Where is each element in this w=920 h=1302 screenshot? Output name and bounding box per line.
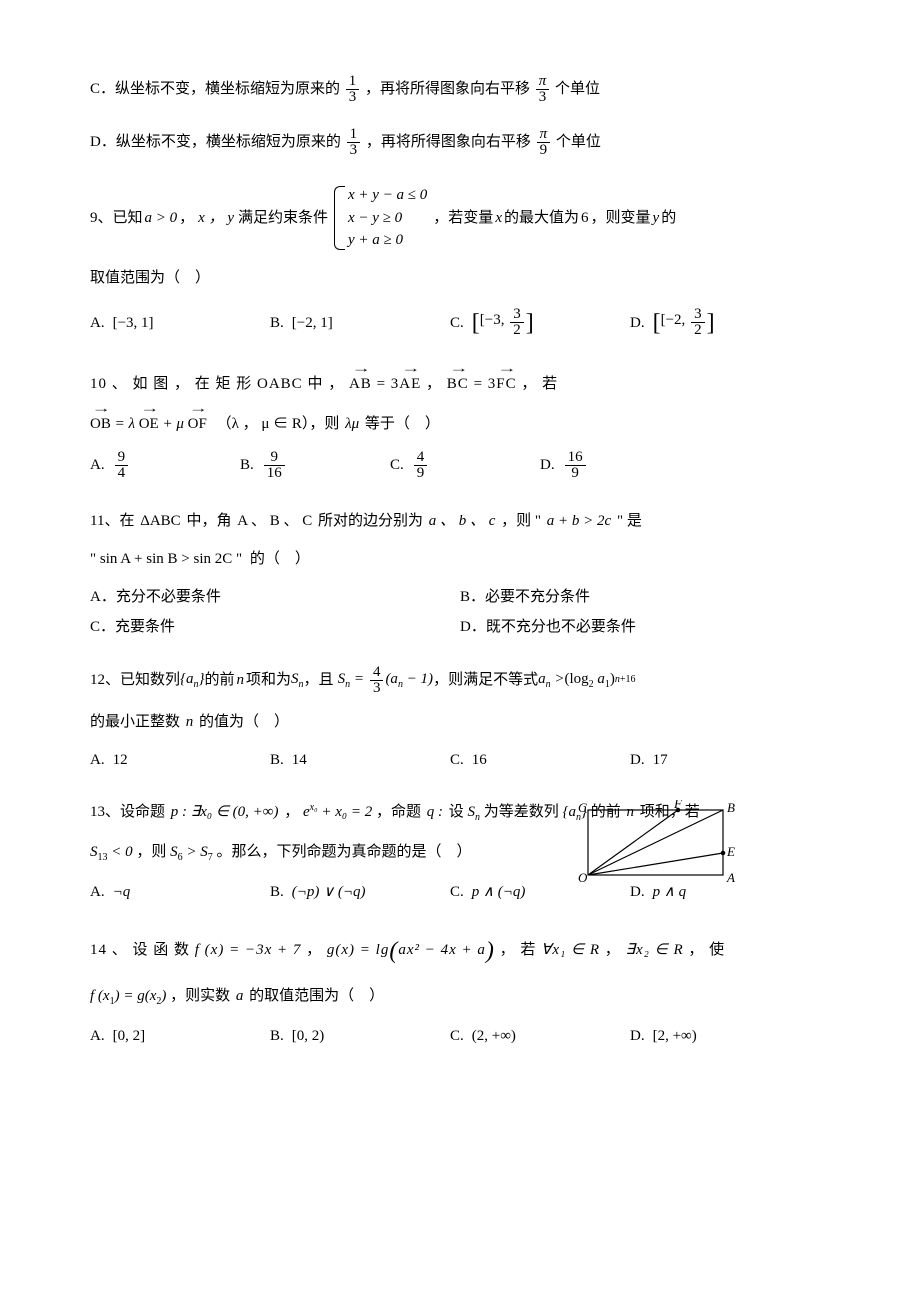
- q9-after4: 的: [661, 206, 676, 230]
- svg-text:C: C: [578, 800, 587, 815]
- q11-opt-c: C．充要条件: [90, 615, 460, 639]
- q8d-frac1: 13: [347, 127, 361, 158]
- q9-vars: x ， y: [198, 206, 234, 230]
- q10-opt-b: B.916: [240, 450, 380, 481]
- q11-opt-b: B．必要不充分条件: [460, 585, 830, 609]
- q8c-frac1: 13: [346, 74, 360, 105]
- q9-options: A.[−3, 1] B.[−2, 1] C. [[−3, 32] D. [[−2…: [90, 304, 830, 348]
- q9-sep1: ，: [179, 206, 194, 230]
- q10-wrapper: 10 、 如 图 ， 在 矩 形 OABC 中 ， AB = 33AEAE ， …: [90, 370, 830, 436]
- q10-opt-a: A.94: [90, 450, 230, 481]
- q13-opt-a: A.¬q: [90, 880, 260, 904]
- q10-vec-bc: BC: [447, 370, 469, 396]
- q9-after2: 的最大值为: [504, 206, 579, 230]
- q12-opt-b: B.14: [270, 748, 440, 772]
- q11-options: A．充分不必要条件 B．必要不充分条件 C．充要条件 D．既不充分也不必要条件: [90, 585, 830, 645]
- q9-x: x: [495, 206, 502, 230]
- q8d-mid: ，再将所得图象向右平移: [366, 134, 531, 150]
- q9-mid: 满足约束条件: [238, 206, 328, 230]
- q8-option-d: D．纵坐标不变，横坐标缩短为原来的 13 ，再将所得图象向右平移 π9 个单位: [90, 127, 830, 158]
- q12-opt-a: A.12: [90, 748, 260, 772]
- q9-opt-a: A.[−3, 1]: [90, 304, 260, 342]
- q9-six: 6: [581, 206, 589, 230]
- q12-stem-l2: 的最小正整数 n 的值为（ ）: [90, 710, 830, 734]
- q9-c1: x + y − a ≤ 0: [348, 184, 427, 207]
- svg-text:A: A: [726, 870, 735, 885]
- q14-options: A.[0, 2] B.[0, 2) C.(2, +∞) D.[2, +∞): [90, 1024, 830, 1054]
- q9-opt-d: D. [[−2, 32]: [630, 304, 800, 342]
- q14-stem-l2: f (x1) = g(x2) ，则实数 a 的取值范围为（ ）: [90, 984, 830, 1010]
- q10-vec-oe: OE: [139, 410, 159, 436]
- q8c-prefix: C．纵坐标不变，横坐标缩短为原来的: [90, 81, 340, 97]
- svg-text:F: F: [673, 800, 683, 811]
- q8-option-c: C．纵坐标不变，横坐标缩短为原来的 13 ，再将所得图象向右平移 π3 个单位: [90, 74, 830, 105]
- q10-vec-ab: AB: [349, 370, 372, 396]
- q9-a: a > 0: [145, 206, 178, 230]
- q13-opt-b: B.(¬p) ∨ (¬q): [270, 880, 440, 904]
- q8d-suffix: 个单位: [556, 134, 601, 150]
- q9-stem: 9、已知 a > 0 ， x ， y 满足约束条件 x + y − a ≤ 0 …: [90, 184, 830, 252]
- q14-opt-c: C.(2, +∞): [450, 1024, 620, 1048]
- q10-stem-l1: 10 、 如 图 ， 在 矩 形 OABC 中 ， AB = 33AEAE ， …: [90, 370, 830, 396]
- q9-after3: ，则变量: [591, 206, 651, 230]
- q9-pre: 9、已知: [90, 206, 143, 230]
- q11-opt-a: A．充分不必要条件: [90, 585, 460, 609]
- q10-vec-ob: OB: [90, 410, 111, 436]
- q14-opt-d: D.[2, +∞): [630, 1024, 800, 1048]
- q10-tail: 等于（ ）: [365, 416, 440, 432]
- q8c-mid: ，再将所得图象向右平移: [365, 81, 530, 97]
- svg-text:E: E: [726, 844, 735, 859]
- q12-stem-l1: 12、已知数列 {an} 的前 n 项和为 Sn ，且 Sn = 43 (an …: [90, 665, 830, 696]
- q11-opt-d: D．既不充分也不必要条件: [460, 615, 830, 639]
- q9-stem-line2: 取值范围为（ ）: [90, 266, 830, 290]
- q14-stem-l1: 14 、 设 函 数 f (x) = −3x + 7 ， g(x) = lg(a…: [90, 932, 830, 970]
- q10-options: A.94 B.916 C.49 D.169: [90, 450, 830, 487]
- q10-stem-l2: OB = λ OE + μ OF （λ ， μ ∈ R），则 λμ 等于（ ）: [90, 410, 830, 436]
- q8c-suffix: 个单位: [555, 81, 600, 97]
- q10-end1: ， 若: [521, 376, 558, 392]
- q8d-frac2: π9: [537, 127, 551, 158]
- q10-figure: O A B C E F: [573, 800, 738, 895]
- q11-stem-l1: 11、在 ΔABC 中，角 A 、 B 、 C 所对的边分别为 a 、 b 、 …: [90, 509, 830, 533]
- q14-opt-b: B.[0, 2): [270, 1024, 440, 1048]
- q9-c3: y + a ≥ 0: [348, 229, 427, 252]
- q10-opt-d: D.169: [540, 450, 680, 481]
- q10-opt-c: C.49: [390, 450, 530, 481]
- q10-pre: 10 、 如 图 ， 在 矩 形: [90, 376, 257, 392]
- q14-opt-a: A.[0, 2]: [90, 1024, 260, 1048]
- q9-opt-b: B.[−2, 1]: [270, 304, 440, 342]
- page-content: C．纵坐标不变，横坐标缩短为原来的 13 ，再将所得图象向右平移 π3 个单位 …: [0, 0, 920, 1302]
- q8c-frac2: π3: [536, 74, 550, 105]
- q12-options: A.12 B.14 C.16 D.17: [90, 748, 830, 778]
- q12-opt-c: C.16: [450, 748, 620, 772]
- q9-opt-c: C. [[−3, 32]: [450, 304, 620, 342]
- q9-c2: x − y ≥ 0: [348, 207, 427, 230]
- svg-text:O: O: [578, 870, 588, 885]
- q10-rect: OABC: [257, 376, 303, 392]
- q10-lm: λμ: [345, 416, 359, 432]
- q10-mid1: 中 ，: [307, 376, 349, 392]
- q11-stem-l2: " sin A + sin B > sin 2C " 的（ ）: [90, 547, 830, 571]
- q10-paren: （λ ， μ ∈ R），则: [217, 416, 340, 432]
- q8d-prefix: D．纵坐标不变，横坐标缩短为原来的: [90, 134, 341, 150]
- q9-y: y: [653, 206, 660, 230]
- q9-after: ，若变量: [433, 206, 493, 230]
- svg-text:B: B: [727, 800, 735, 815]
- q10-vec-of: OF: [188, 410, 207, 436]
- q12-opt-d: D.17: [630, 748, 800, 772]
- q9-system: x + y − a ≤ 0 x − y ≥ 0 y + a ≥ 0: [334, 184, 427, 252]
- q10-sep: ，: [426, 376, 447, 392]
